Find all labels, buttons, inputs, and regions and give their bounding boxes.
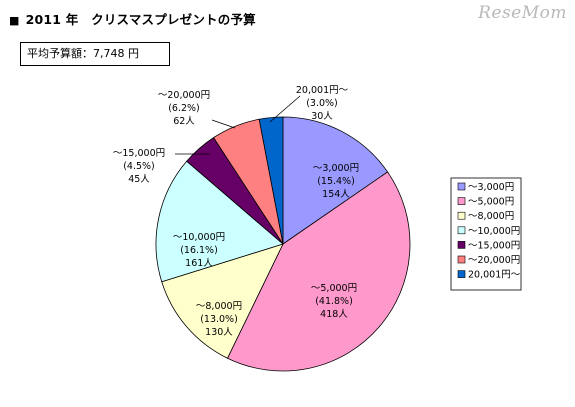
legend-swatch-2 xyxy=(457,197,466,205)
leader-line-6 xyxy=(211,119,236,129)
slice-label-7: 20,001円～(3.0%) 30人 xyxy=(296,85,349,122)
legend-label-3: ～8,000円 xyxy=(468,211,514,222)
legend-label-5: ～15,000円 xyxy=(468,240,520,251)
legend: ～3,000円 ～5,000円 ～8,000円 ～10,000円 ～15,000円 ～20… xyxy=(450,177,522,291)
pie-slice-7 xyxy=(258,116,284,245)
chart-title: ■ 2011 年 クリスマスプレゼントの予算 xyxy=(9,9,256,28)
leader-lines xyxy=(175,95,301,155)
legend-label-1: ～3,000円 xyxy=(468,182,514,193)
slice-label-1: ～3,000円(15.4%) 154人 xyxy=(313,163,359,200)
slice-labels: ～3,000円(15.4%) 154人 ～5,000円(41.8%) 418人 ～8,0… xyxy=(113,85,359,338)
average-budget-box: 平均予算額：7,748 円 xyxy=(20,42,170,66)
slice-label-2: ～5,000円(41.8%) 418人 xyxy=(311,283,357,320)
legend-swatch-3 xyxy=(457,211,466,220)
leader-line-7 xyxy=(269,95,301,123)
pie-slices xyxy=(155,116,411,372)
legend-label-2: ～5,000円 xyxy=(468,197,514,208)
slice-label-6: ～20,000円(6.2%) 62人 xyxy=(158,90,210,127)
pie-slice-2 xyxy=(226,171,411,372)
title-text: 2011 年 クリスマスプレゼントの予算 xyxy=(25,12,256,27)
resemom-watermark: ReseMom xyxy=(478,3,567,23)
pie-slice-1 xyxy=(282,116,389,245)
legend-swatch-7 xyxy=(457,270,466,278)
legend-swatch-4 xyxy=(457,226,466,235)
title-square-icon: ■ xyxy=(9,14,20,27)
average-budget-text: 平均予算額：7,748 円 xyxy=(27,47,139,60)
legend-swatch-6 xyxy=(457,255,466,264)
legend-label-4: ～10,000円 xyxy=(468,226,520,237)
legend-swatch-1 xyxy=(457,182,466,191)
legend-swatch-5 xyxy=(457,241,466,249)
legend-label-7: 20,001円～ xyxy=(468,270,521,281)
slice-label-5: ～15,000円(4.5%) 45人 xyxy=(113,148,165,185)
slice-label-3: ～8,000円(13.0%) 130人 xyxy=(196,301,242,338)
pie-slice-4 xyxy=(155,160,284,283)
slice-label-4: ～10,000円(16.1%) 161人 xyxy=(173,232,225,269)
legend-label-6: ～20,000円 xyxy=(468,255,520,266)
